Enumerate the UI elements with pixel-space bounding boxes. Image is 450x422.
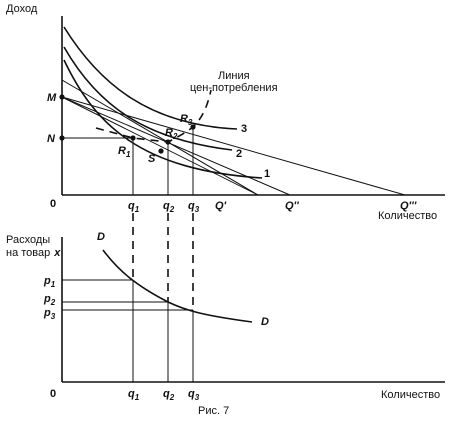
top-origin-label: 0 bbox=[50, 198, 56, 210]
bottom-y-axis-label-1: Расходы bbox=[6, 234, 50, 246]
quantity-q-triple-prime: Q''' bbox=[400, 200, 417, 212]
pcc-label-line-1: Линия bbox=[218, 70, 250, 82]
top-q2-label: q2 bbox=[163, 200, 175, 214]
bottom-q1-label: q1 bbox=[128, 388, 140, 402]
p3-label: p3 bbox=[43, 307, 56, 321]
curve-3-label: 3 bbox=[241, 123, 247, 135]
compensating-budget-line bbox=[61, 79, 259, 196]
bottom-origin-label: 0 bbox=[50, 388, 56, 400]
connectors bbox=[132, 127, 194, 382]
indifference-curve-1 bbox=[63, 59, 263, 179]
top-q1-label: q1 bbox=[128, 200, 140, 214]
budget-line-1 bbox=[61, 96, 259, 196]
quantity-q-prime: Q' bbox=[215, 200, 227, 212]
bottom-x-axis-label: Количество bbox=[381, 389, 440, 401]
p2-label: p2 bbox=[43, 293, 56, 307]
figure-caption: Рис. 7 bbox=[198, 405, 229, 417]
indifference-curve-2 bbox=[63, 46, 233, 151]
demand-curve bbox=[102, 249, 253, 323]
quantity-q-double-prime: Q'' bbox=[285, 200, 299, 212]
bottom-y-axis-label-2: на товар x bbox=[6, 247, 61, 259]
curve-2-label: 2 bbox=[236, 148, 242, 160]
income-level-n: N bbox=[47, 133, 56, 145]
label-r3: R3 bbox=[180, 113, 193, 127]
label-r2: R2 bbox=[165, 127, 178, 141]
indifference-curve-3 bbox=[63, 26, 238, 130]
p1-label: p1 bbox=[43, 275, 56, 289]
demand-label-end: D bbox=[261, 316, 269, 328]
budget-line-2 bbox=[61, 96, 291, 196]
pcc-label-line-2: цен-потребления bbox=[190, 82, 278, 94]
demand-label-start: D bbox=[97, 231, 105, 243]
bottom-panel: Расходы на товар x Количество 0 p1 p2 p3 … bbox=[6, 231, 445, 402]
top-y-axis-label: Доход bbox=[6, 3, 38, 15]
income-level-m: M bbox=[47, 92, 57, 104]
label-s: S bbox=[148, 153, 156, 165]
bottom-q2-label: q2 bbox=[163, 388, 175, 402]
bottom-q3-label: q3 bbox=[188, 388, 200, 402]
top-x-axis-label: Количество bbox=[378, 210, 437, 222]
curve-1-label: 1 bbox=[264, 168, 270, 180]
label-r1: R1 bbox=[118, 145, 131, 159]
point-s bbox=[158, 148, 164, 154]
top-q3-label: q3 bbox=[188, 200, 200, 214]
top-panel: Доход Количество 0 M N 1 2 3 R1 R2 R3 bbox=[6, 3, 445, 222]
